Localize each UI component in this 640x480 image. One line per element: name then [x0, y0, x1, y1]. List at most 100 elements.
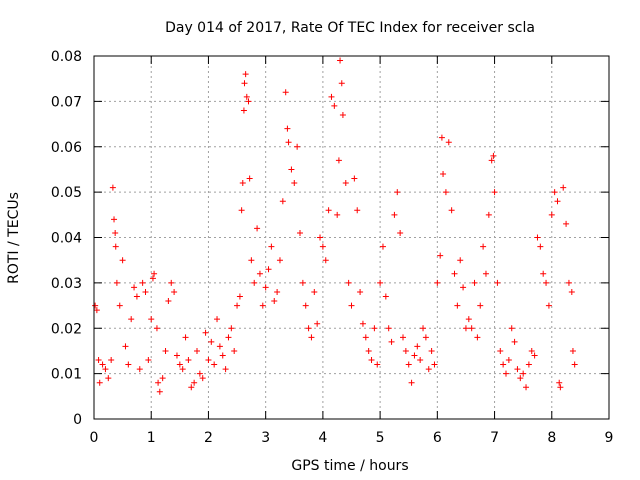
data-point [268, 243, 275, 250]
data-point [116, 302, 123, 309]
data-point [517, 375, 524, 382]
data-point [388, 338, 395, 345]
data-point [302, 302, 309, 309]
data-point [471, 279, 478, 286]
data-point [317, 234, 324, 241]
x-tick-label: 4 [318, 430, 327, 446]
data-point [259, 302, 266, 309]
data-point [408, 379, 415, 386]
data-point [568, 288, 575, 295]
data-point [285, 139, 292, 146]
data-point [234, 302, 241, 309]
data-point [251, 279, 258, 286]
data-point [445, 139, 452, 146]
data-point [95, 357, 102, 364]
data-point [525, 361, 532, 368]
data-point [500, 361, 507, 368]
data-point [359, 320, 366, 327]
data-point [182, 334, 189, 341]
data-point [222, 366, 229, 373]
data-point [162, 347, 169, 354]
data-point [239, 180, 246, 187]
data-point [451, 270, 458, 277]
data-point [528, 347, 535, 354]
x-tick-label: 5 [376, 430, 385, 446]
data-point [457, 257, 464, 264]
data-point [314, 320, 321, 327]
y-tick-label: 0.06 [51, 140, 82, 156]
y-tick-label: 0.07 [51, 94, 82, 110]
data-point [551, 189, 558, 196]
data-point [256, 270, 263, 277]
data-point [142, 288, 149, 295]
y-tick-label: 0.02 [51, 321, 82, 337]
data-point [328, 93, 335, 100]
data-point [417, 357, 424, 364]
data-point [454, 302, 461, 309]
data-point [245, 98, 252, 105]
data-point [394, 189, 401, 196]
data-point [155, 379, 162, 386]
data-point [254, 225, 261, 232]
data-point [165, 298, 172, 305]
data-point [554, 198, 561, 205]
data-point [109, 184, 116, 191]
data-point [563, 220, 570, 227]
data-point [497, 347, 504, 354]
data-point [414, 343, 421, 350]
data-point [176, 361, 183, 368]
x-tick-label: 0 [90, 430, 99, 446]
data-point [362, 334, 369, 341]
data-point [460, 284, 467, 291]
data-point [311, 288, 318, 295]
data-point [485, 211, 492, 218]
data-point [288, 166, 295, 173]
y-tick-label: 0.04 [51, 231, 82, 247]
data-point [131, 284, 138, 291]
y-axis-label: ROTI / TECUs [6, 192, 22, 284]
x-tick-label: 9 [605, 430, 614, 446]
data-point [560, 184, 567, 191]
data-point [242, 71, 249, 78]
data-point [371, 325, 378, 332]
data-point [482, 270, 489, 277]
data-point [345, 279, 352, 286]
data-point [442, 189, 449, 196]
data-point [119, 257, 126, 264]
data-point [342, 180, 349, 187]
data-point [440, 170, 447, 177]
data-point [503, 370, 509, 377]
data-point [294, 143, 301, 150]
data-point [474, 334, 481, 341]
data-point [556, 379, 563, 386]
data-point [202, 329, 209, 336]
data-point [241, 80, 248, 87]
data-point [151, 270, 158, 277]
data-point [431, 361, 438, 368]
data-point [325, 207, 332, 214]
data-point [511, 338, 518, 345]
data-point [505, 357, 512, 364]
data-point [540, 270, 547, 277]
data-point [537, 243, 544, 250]
x-tick-label: 8 [547, 430, 556, 446]
data-point [159, 375, 166, 382]
data-point [297, 229, 303, 236]
data-point [557, 384, 564, 391]
data-point [291, 180, 298, 187]
x-axis-label: GPS time / hours [291, 458, 408, 474]
data-point [425, 366, 432, 373]
data-point [338, 80, 345, 87]
data-point [545, 302, 552, 309]
x-tick-label: 2 [204, 430, 213, 446]
data-point [171, 288, 178, 295]
data-point [92, 302, 99, 309]
data-point [99, 361, 106, 368]
data-point [531, 352, 538, 359]
data-point [520, 370, 527, 377]
data-point [199, 375, 206, 382]
data-point [331, 102, 338, 109]
data-point [548, 211, 555, 218]
data-point [111, 216, 118, 223]
data-point [569, 347, 576, 354]
